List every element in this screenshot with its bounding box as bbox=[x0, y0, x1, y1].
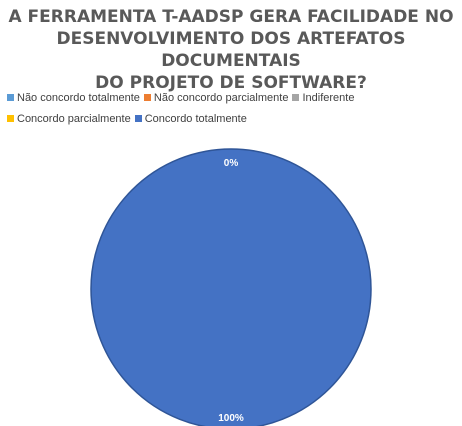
legend-swatch-icon bbox=[7, 115, 14, 122]
chart-title-line-1: A FERRAMENTA T-AADSP GERA FACILIDADE NO bbox=[8, 7, 454, 27]
legend-row-1: Não concordo totalmente Não concordo par… bbox=[7, 87, 447, 108]
legend-swatch-icon bbox=[134, 115, 142, 122]
legend-label: Não concordo totalmente bbox=[17, 91, 140, 104]
pie-slice-concordo-totalmente bbox=[90, 148, 372, 426]
legend-label: Concordo parcialmente bbox=[17, 112, 131, 125]
chart-title: A FERRAMENTA T-AADSP GERA FACILIDADE NO … bbox=[0, 6, 462, 94]
legend-entry-indiferente: Indiferente bbox=[292, 92, 354, 104]
legend-entry-nao-concordo-parcialmente: Não concordo parcialmente bbox=[143, 91, 289, 104]
legend-swatch-icon bbox=[292, 94, 300, 101]
legend-swatch-icon bbox=[7, 94, 14, 101]
legend-entry-nao-concordo-totalmente: Não concordo totalmente bbox=[7, 92, 140, 104]
chart-title-line-2: DESENVOLVIMENTO DOS ARTEFATOS DOCUMENTAI… bbox=[56, 29, 406, 71]
legend-swatch-icon bbox=[143, 94, 151, 101]
legend-label: Indiferente bbox=[302, 91, 355, 104]
legend-label: Concordo totalmente bbox=[144, 112, 247, 125]
chart-legend: Não concordo totalmente Não concordo par… bbox=[7, 87, 447, 129]
legend-label: Não concordo parcialmente bbox=[153, 91, 289, 104]
legend-entry-concordo-parcialmente: Concordo parcialmente bbox=[7, 113, 131, 125]
chart-title-line-3: DO PROJETO DE SOFTWARE? bbox=[95, 73, 367, 93]
data-label-zero: 0% bbox=[224, 158, 239, 169]
legend-entry-concordo-totalmente: Concordo totalmente bbox=[134, 112, 247, 125]
legend-row-2: Concordo parcialmente Concordo totalment… bbox=[7, 108, 447, 129]
data-label-concordo-totalmente: 100% bbox=[218, 413, 244, 424]
